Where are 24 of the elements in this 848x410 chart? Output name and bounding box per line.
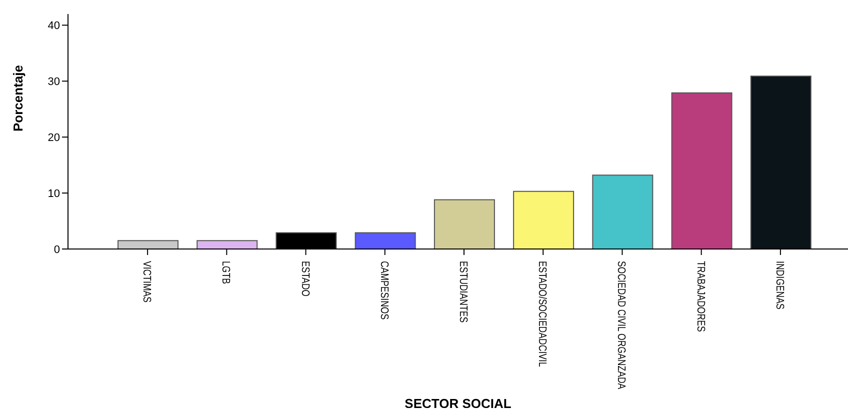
y-axis-title: Porcentaje <box>10 65 26 132</box>
x-tick-label: ESTADO/SOCIEDADCIVIL <box>536 261 548 368</box>
x-tick-label: VICTIMAS <box>140 261 152 303</box>
y-tick-label: 10 <box>48 188 60 200</box>
bar <box>354 232 416 249</box>
y-tick-label: 0 <box>54 244 60 256</box>
x-tick-label: INDIGENAS <box>773 261 786 310</box>
bar <box>196 240 258 249</box>
y-tick-label: 30 <box>48 76 60 88</box>
bar <box>750 76 812 249</box>
x-tick-label: LGTB <box>219 261 232 284</box>
x-tick-label: ESTADO <box>298 261 311 297</box>
bar <box>434 199 495 249</box>
x-tick-label: SOCIEDAD CIVIL ORGANZADA <box>614 261 628 390</box>
bar <box>118 240 178 249</box>
x-tick-label: ESTUDIANTES <box>456 261 469 323</box>
x-tick-label: TRABAJADORES <box>694 261 706 332</box>
bar <box>513 190 574 249</box>
bar <box>592 174 654 249</box>
y-tick-label: 20 <box>48 132 60 144</box>
x-tick-label: CAMPESINOS <box>378 261 390 320</box>
y-tick-label: 40 <box>48 20 60 32</box>
x-axis-title: SECTOR SOCIAL <box>404 396 512 410</box>
bar <box>671 92 732 249</box>
